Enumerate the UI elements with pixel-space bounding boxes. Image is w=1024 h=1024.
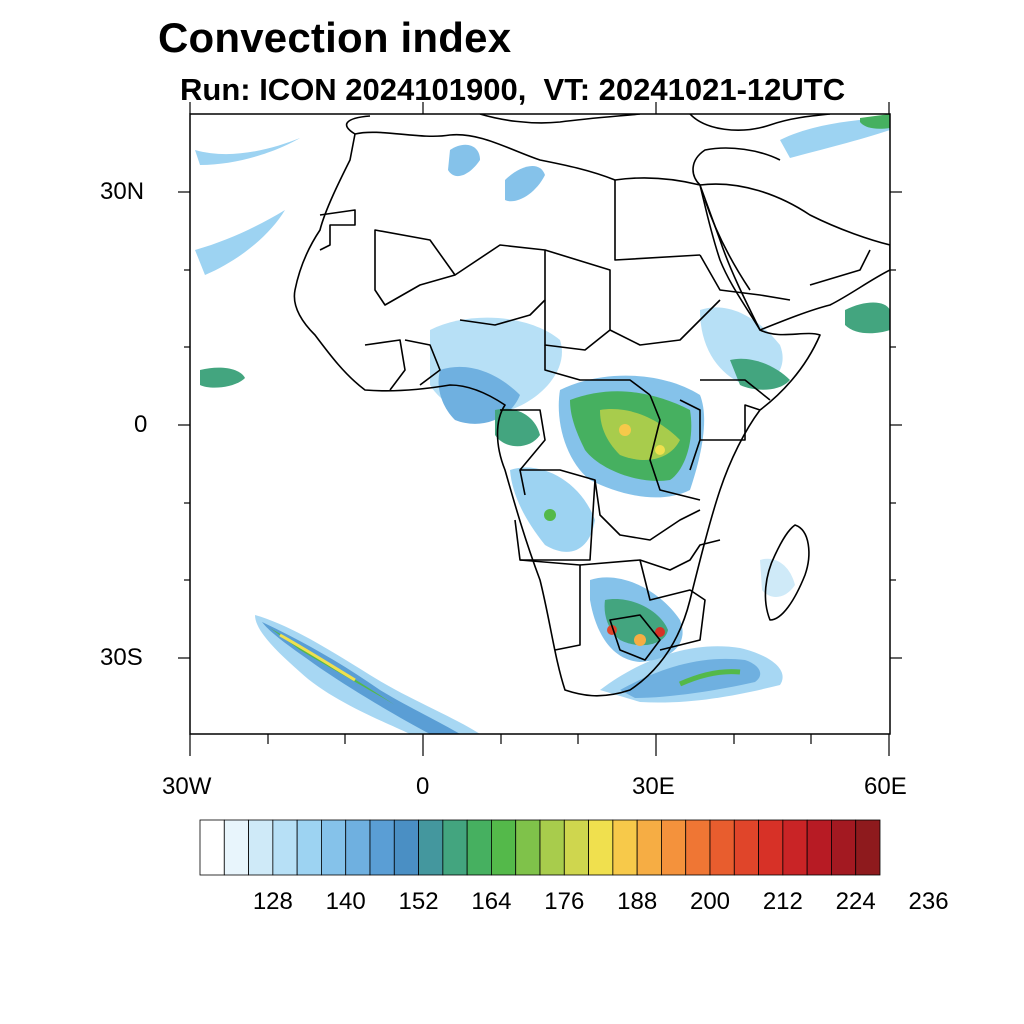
colorbar-swatch: [272, 819, 298, 876]
colorbar-swatch: [563, 819, 589, 876]
colorbar-swatch: [442, 819, 468, 876]
colorbar-swatch: [296, 819, 322, 876]
colorbar-label: 128: [252, 888, 293, 915]
coastlines: [293, 114, 890, 697]
chart-title: Convection index: [158, 14, 512, 61]
lon-label-30w: 30W: [162, 773, 212, 800]
colorbar-label: 224: [835, 888, 876, 915]
colorbar-swatch: [636, 819, 662, 876]
lon-label-60e: 60E: [864, 773, 907, 800]
colorbar: [199, 819, 881, 876]
colorbar-label: 176: [544, 888, 585, 915]
colorbar-swatch: [855, 819, 881, 876]
lat-label-30n: 30N: [100, 178, 145, 205]
colorbar-swatch: [491, 819, 517, 876]
colorbar-swatch: [612, 819, 638, 876]
colorbar-swatch: [685, 819, 711, 876]
chart-subtitle: Run: ICON 2024101900, VT: 20241021-12UTC: [180, 72, 846, 107]
colorbar-swatch: [345, 819, 371, 876]
colorbar-swatch: [661, 819, 687, 876]
colorbar-label: 188: [617, 888, 658, 915]
colorbar-swatch: [709, 819, 735, 876]
colorbar-swatch: [588, 819, 614, 876]
colorbar-swatch: [831, 819, 857, 876]
colorbar-swatch: [539, 819, 565, 876]
map-frame: [178, 102, 902, 756]
colorbar-label: 236: [908, 888, 949, 915]
colorbar-swatch: [806, 819, 832, 876]
lon-label-30e: 30E: [632, 773, 675, 800]
colorbar-label: 164: [471, 888, 512, 915]
colorbar-label: 212: [762, 888, 803, 915]
colorbar-swatch: [248, 819, 274, 876]
colorbar-swatch: [393, 819, 419, 876]
colorbar-swatch: [782, 819, 808, 876]
colorbar-label: 140: [325, 888, 366, 915]
colorbar-swatch: [369, 819, 395, 876]
colorbar-label: 152: [398, 888, 439, 915]
colorbar-swatch: [321, 819, 347, 876]
colorbar-swatch: [515, 819, 541, 876]
colorbar-swatch: [223, 819, 249, 876]
colorbar-swatch: [466, 819, 492, 876]
colorbar-swatch: [733, 819, 759, 876]
lon-label-0: 0: [416, 773, 430, 800]
colorbar-label: 200: [689, 888, 731, 915]
colorbar-swatch: [758, 819, 784, 876]
colorbar-swatch: [418, 819, 444, 876]
lat-label-30s: 30S: [100, 644, 143, 671]
lat-label-0: 0: [134, 411, 148, 438]
colorbar-swatch: [199, 819, 225, 876]
